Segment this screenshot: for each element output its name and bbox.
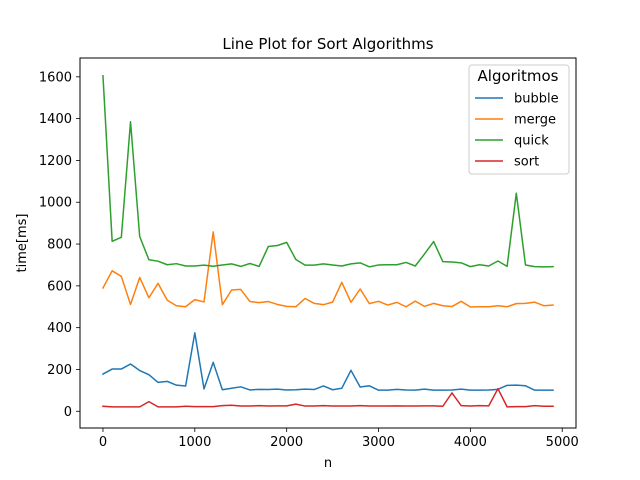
y-tick-label: 400 [47, 321, 72, 336]
y-tick-label: 200 [47, 363, 72, 378]
legend-label-merge: merge [514, 113, 556, 128]
y-tick-label: 1600 [39, 70, 72, 85]
x-tick-label: 2000 [270, 435, 303, 450]
y-tick-label: 800 [47, 238, 72, 253]
y-tick-label: 0 [64, 405, 72, 420]
y-tick-label: 1200 [39, 154, 72, 169]
x-tick-label: 3000 [362, 435, 395, 450]
y-tick-label: 600 [47, 279, 72, 294]
x-tick-label: 0 [99, 435, 107, 450]
legend-label-quick: quick [514, 134, 549, 149]
legend-label-sort: sort [514, 155, 539, 170]
legend-title: Algoritmos [478, 67, 559, 85]
x-axis-label: n [324, 456, 332, 471]
y-tick-label: 1400 [39, 112, 72, 127]
x-tick-label: 1000 [178, 435, 211, 450]
y-axis-label: time[ms] [15, 214, 30, 273]
y-tick-label: 1000 [39, 196, 72, 211]
legend-label-bubble: bubble [514, 92, 559, 107]
chart-title: Line Plot for Sort Algorithms [222, 35, 433, 53]
legend: Algoritmos bubble merge quick sort [469, 65, 569, 174]
x-tick-label: 4000 [454, 435, 487, 450]
x-tick-label: 5000 [546, 435, 579, 450]
